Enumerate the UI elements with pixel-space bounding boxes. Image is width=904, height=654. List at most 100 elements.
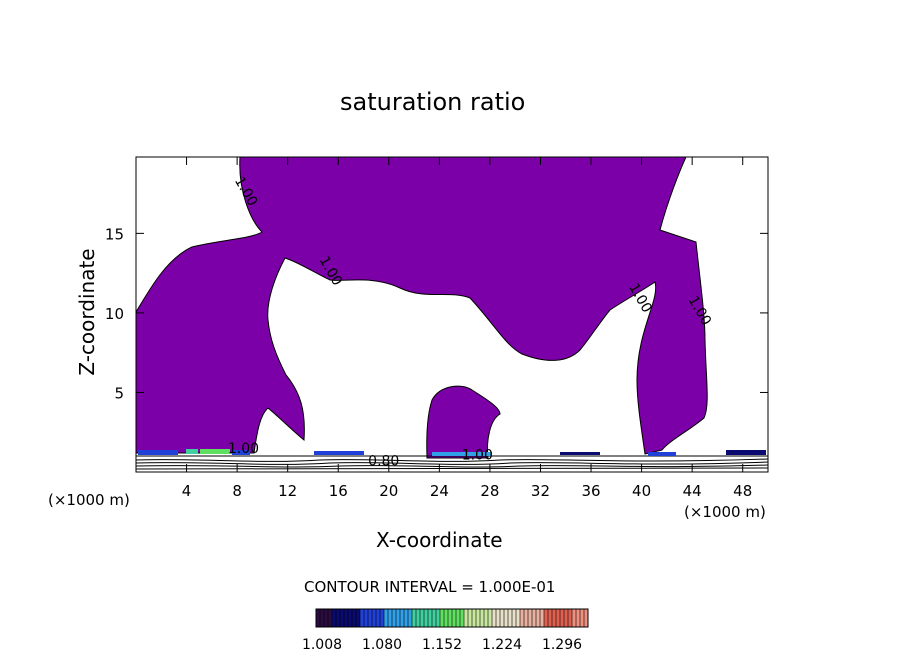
y-tick-label: 10 bbox=[105, 305, 124, 323]
colorbar-swatch bbox=[400, 609, 404, 627]
colorbar-swatch bbox=[452, 609, 456, 627]
x-tick-label: 44 bbox=[683, 482, 702, 500]
x-tick-label: 24 bbox=[430, 482, 449, 500]
colorbar-swatch bbox=[340, 609, 344, 627]
x-axis-ticks: 4 8 12 16 20 24 28 32 36 40 44 48 bbox=[182, 157, 752, 500]
colorbar-swatch bbox=[364, 609, 368, 627]
colorbar-swatch bbox=[476, 609, 480, 627]
x-tick-label: 40 bbox=[632, 482, 651, 500]
colorbar-swatch bbox=[564, 609, 568, 627]
colorbar-swatch bbox=[584, 609, 588, 627]
colorbar-swatch bbox=[544, 609, 548, 627]
x-tick-label: 36 bbox=[581, 482, 600, 500]
colorbar-tick-labels: 1.008 1.080 1.152 1.224 1.296 bbox=[302, 637, 582, 653]
colorbar-swatch bbox=[412, 609, 416, 627]
contour-label: 1.00 bbox=[228, 441, 259, 457]
colorbar-tick-label: 1.152 bbox=[422, 637, 462, 653]
colorbar-swatch bbox=[480, 609, 484, 627]
plot-frame bbox=[135, 156, 769, 473]
colorbar-swatch bbox=[468, 609, 472, 627]
colorbar-swatch bbox=[572, 609, 576, 627]
central-saturated-region bbox=[426, 385, 501, 459]
colorbar bbox=[315, 609, 588, 627]
colorbar-swatch bbox=[552, 609, 556, 627]
y-axis-label: Z-coordinate bbox=[75, 248, 99, 376]
colorbar-swatch bbox=[324, 609, 328, 627]
colorbar-swatch bbox=[436, 609, 440, 627]
x-axis-label: X-coordinate bbox=[376, 528, 503, 552]
x-tick-label: 8 bbox=[232, 482, 242, 500]
colorbar-swatch bbox=[320, 609, 324, 627]
contour-label: 1.00 bbox=[462, 447, 493, 463]
colorbar-swatch bbox=[368, 609, 372, 627]
colorbar-swatch bbox=[360, 609, 364, 627]
upper-saturated-region bbox=[136, 157, 708, 455]
colorbar-swatch bbox=[348, 609, 352, 627]
colorbar-swatch bbox=[444, 609, 448, 627]
contour-interval-note: CONTOUR INTERVAL = 1.000E-01 bbox=[304, 578, 556, 596]
filled-contour-regions bbox=[136, 157, 708, 459]
colorbar-swatch bbox=[424, 609, 428, 627]
colorbar-swatch bbox=[384, 609, 388, 627]
y-axis-ticks: 5 10 15 bbox=[105, 225, 768, 402]
x-tick-label: 16 bbox=[329, 482, 348, 500]
colorbar-swatch bbox=[548, 609, 552, 627]
colorbar-swatch bbox=[392, 609, 396, 627]
colorbar-swatch bbox=[532, 609, 536, 627]
colorbar-swatch bbox=[484, 609, 488, 627]
colorbar-swatch bbox=[428, 609, 432, 627]
colorbar-tick-label: 1.080 bbox=[362, 637, 402, 653]
colorbar-swatch bbox=[336, 609, 340, 627]
x-tick-label: 4 bbox=[182, 482, 192, 500]
x-tick-label: 32 bbox=[531, 482, 550, 500]
colorbar-swatch bbox=[352, 609, 356, 627]
colorbar-swatch bbox=[328, 609, 332, 627]
colorbar-swatch bbox=[408, 609, 412, 627]
x-tick-label: 12 bbox=[278, 482, 297, 500]
colorbar-swatch bbox=[460, 609, 464, 627]
colorbar-swatch bbox=[464, 609, 468, 627]
x-unit-right: (×1000 m) bbox=[684, 503, 766, 521]
colorbar-swatch bbox=[580, 609, 584, 627]
colorbar-swatch bbox=[500, 609, 504, 627]
colorbar-frame bbox=[315, 608, 589, 628]
colorbar-swatch bbox=[508, 609, 512, 627]
colorbar-swatch bbox=[440, 609, 444, 627]
colorbar-swatch bbox=[404, 609, 408, 627]
colorbar-swatch bbox=[520, 609, 524, 627]
colorbar-swatch bbox=[388, 609, 392, 627]
colorbar-swatch bbox=[568, 609, 572, 627]
colorbar-swatch bbox=[456, 609, 460, 627]
colorbar-swatch bbox=[316, 609, 320, 627]
colorbar-tick-label: 1.008 bbox=[302, 637, 342, 653]
colorbar-swatch bbox=[432, 609, 436, 627]
x-tick-label: 28 bbox=[480, 482, 499, 500]
colorbar-swatch bbox=[504, 609, 508, 627]
colorbar-swatch bbox=[472, 609, 476, 627]
colorbar-swatch bbox=[528, 609, 532, 627]
colorbar-swatch bbox=[416, 609, 420, 627]
colorbar-swatch bbox=[536, 609, 540, 627]
colorbar-swatch bbox=[560, 609, 564, 627]
x-tick-label: 48 bbox=[733, 482, 752, 500]
colorbar-swatch bbox=[380, 609, 384, 627]
colorbar-swatch bbox=[556, 609, 560, 627]
colorbar-swatch bbox=[496, 609, 500, 627]
low-level-speckles bbox=[138, 449, 766, 456]
colorbar-swatch bbox=[512, 609, 516, 627]
colorbar-swatch bbox=[488, 609, 492, 627]
colorbar-swatch bbox=[540, 609, 544, 627]
colorbar-swatch bbox=[420, 609, 424, 627]
colorbar-swatch bbox=[344, 609, 348, 627]
colorbar-swatch bbox=[376, 609, 380, 627]
x-tick-label: 20 bbox=[379, 482, 398, 500]
y-tick-label: 5 bbox=[114, 384, 124, 402]
colorbar-swatch bbox=[524, 609, 528, 627]
x-unit-left: (×1000 m) bbox=[48, 491, 130, 509]
y-tick-label: 15 bbox=[105, 225, 124, 243]
colorbar-swatch bbox=[448, 609, 452, 627]
contour-label: 0.80 bbox=[368, 454, 399, 470]
colorbar-swatch bbox=[576, 609, 580, 627]
chart-title: saturation ratio bbox=[340, 88, 526, 116]
colorbar-swatch bbox=[332, 609, 336, 627]
